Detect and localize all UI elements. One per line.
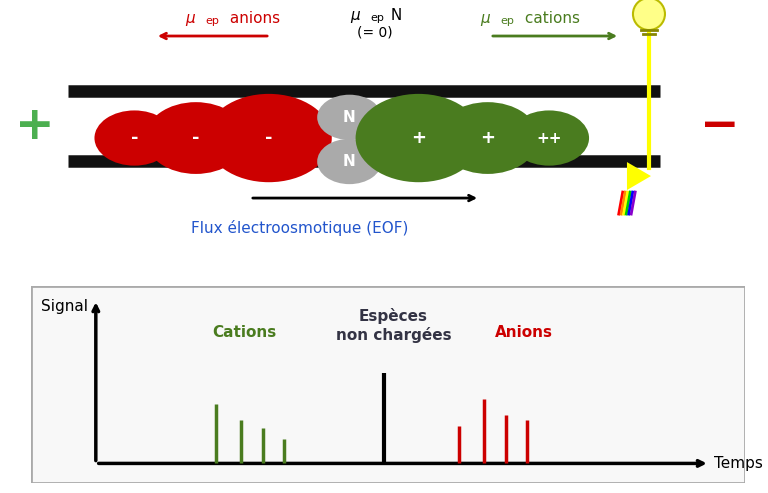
- Text: −: −: [700, 104, 740, 148]
- Ellipse shape: [356, 94, 482, 182]
- Ellipse shape: [317, 95, 382, 140]
- Text: N: N: [386, 7, 402, 23]
- Ellipse shape: [145, 102, 247, 174]
- Circle shape: [633, 0, 665, 30]
- FancyBboxPatch shape: [31, 286, 745, 483]
- Text: Temps: Temps: [714, 456, 763, 471]
- Text: ep: ep: [205, 16, 219, 26]
- Ellipse shape: [509, 110, 589, 166]
- Polygon shape: [627, 162, 651, 190]
- Text: +: +: [480, 129, 495, 147]
- Ellipse shape: [437, 102, 538, 174]
- Text: N: N: [343, 110, 356, 125]
- Text: (= 0): (= 0): [357, 25, 392, 39]
- Text: anions: anions: [225, 10, 280, 26]
- Text: -: -: [265, 129, 273, 147]
- Text: Espèces
non chargées: Espèces non chargées: [336, 308, 452, 343]
- Text: -: -: [192, 129, 200, 147]
- Text: +: +: [15, 104, 55, 148]
- Text: μ: μ: [350, 7, 360, 23]
- Text: ep: ep: [370, 13, 384, 23]
- Text: N: N: [343, 154, 356, 169]
- Text: Signal: Signal: [41, 299, 88, 315]
- Text: μ: μ: [185, 10, 195, 26]
- Text: Flux électroosmotique (EOF): Flux électroosmotique (EOF): [191, 220, 409, 236]
- Ellipse shape: [94, 110, 174, 166]
- Text: Cations: Cations: [213, 325, 276, 340]
- Ellipse shape: [206, 94, 332, 182]
- Text: ++: ++: [536, 131, 562, 145]
- Text: cations: cations: [520, 10, 580, 26]
- Text: -: -: [131, 129, 138, 147]
- Text: Anions: Anions: [495, 325, 553, 340]
- Text: ep: ep: [500, 16, 514, 26]
- Ellipse shape: [317, 139, 382, 184]
- Text: μ: μ: [480, 10, 490, 26]
- Text: +: +: [411, 129, 426, 147]
